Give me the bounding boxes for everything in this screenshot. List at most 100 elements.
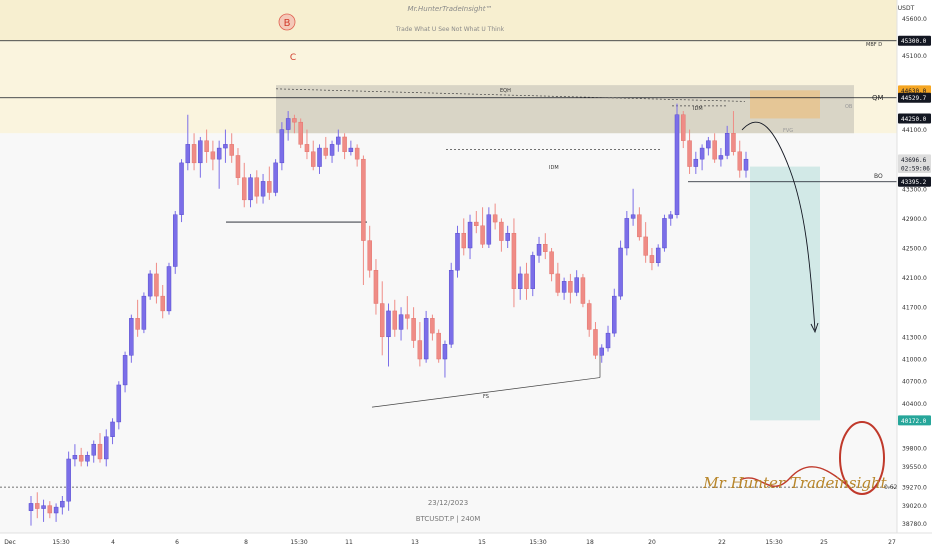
time-tick-label: Dec (4, 539, 16, 546)
candle (743, 158, 749, 171)
candle (166, 266, 172, 312)
time-tick-label: 27 (888, 539, 896, 546)
time-tick-label: 15:30 (52, 539, 69, 546)
time-tick-label: 22 (718, 539, 726, 546)
price-tick-label: 40400.0 (902, 401, 927, 408)
time-tick-label: 15:30 (290, 539, 307, 546)
idm-top-label: IDM (693, 106, 703, 112)
candle (204, 140, 209, 152)
candle (104, 436, 109, 460)
candle (561, 281, 567, 293)
candle (430, 318, 435, 334)
price-tick-label: 42900.0 (902, 216, 927, 223)
order-block-zone (750, 90, 820, 119)
candle (474, 221, 479, 226)
wave-b-label: B (284, 18, 291, 29)
candle (605, 332, 611, 349)
candle (179, 162, 184, 215)
candle (210, 151, 216, 160)
candle (129, 318, 134, 356)
price-tag-label: 44529.7 (901, 95, 927, 102)
candle (28, 503, 34, 511)
candle (436, 332, 441, 360)
candle (260, 181, 266, 197)
candle (586, 303, 592, 330)
candle (229, 144, 234, 156)
candle (524, 273, 529, 289)
price-tick-label: 42100.0 (902, 275, 927, 282)
candle (392, 310, 398, 330)
price-tag-label: 43696.6 (901, 157, 927, 164)
price-tick-label: 41000.0 (902, 357, 927, 364)
candle (348, 147, 354, 152)
candle (486, 214, 492, 245)
candle (235, 155, 241, 178)
candle (574, 277, 579, 293)
candle (731, 133, 736, 152)
candle (536, 244, 542, 256)
candle (637, 214, 642, 238)
candle (147, 273, 153, 297)
candle (448, 270, 454, 345)
candle (674, 114, 680, 215)
price-tag-box (898, 92, 931, 103)
fs-label: FS (483, 394, 489, 400)
candle (310, 151, 316, 167)
candle (323, 147, 329, 156)
wave-b-circle (278, 13, 296, 31)
candle (555, 273, 561, 293)
candle (248, 177, 253, 201)
idm-mid-label: IDM (549, 165, 559, 171)
time-tick-label: 4 (111, 539, 115, 546)
candle (116, 384, 122, 423)
price-tick-label: 40700.0 (902, 379, 927, 386)
footer-symbol: BTCUSDT.P | 240M (416, 515, 481, 523)
price-tag-label: 45300.0 (901, 38, 927, 45)
candle (135, 318, 140, 330)
wave-c-label: C (290, 53, 296, 63)
watermark-tagline: Trade What U See Not What U Think (395, 26, 505, 33)
discount-shade (0, 133, 897, 533)
signature-logo: Mr Hunter Tradeinsight (702, 421, 888, 495)
price-tag-label: 02:59:06 (901, 166, 930, 173)
candle (398, 314, 404, 330)
candle (97, 443, 103, 460)
mbf-label: MBF D (866, 42, 882, 48)
time-axis[interactable]: Dec 15:30 4 6 8 15:30 11 13 15 15:30 18 20 22 15:30 25… (0, 532, 932, 550)
lines-layer (0, 40, 897, 488)
candle (122, 355, 128, 386)
candle (568, 281, 573, 293)
candle (185, 144, 191, 164)
candle (160, 295, 165, 312)
signature-text: Mr Hunter Tradeinsight (702, 474, 887, 492)
time-tick-label: 11 (345, 539, 353, 546)
premium-zone-top (0, 0, 897, 41)
candle (361, 158, 366, 241)
time-axis-bg (0, 533, 932, 550)
candle (624, 218, 630, 249)
candle (480, 225, 485, 245)
candle (467, 221, 473, 249)
candle (336, 136, 341, 145)
price-tick-label: 38780.0 (902, 521, 927, 528)
candle (618, 247, 623, 297)
candle (242, 177, 247, 201)
candle (254, 177, 260, 197)
price-tick-label: 44100.0 (902, 127, 927, 134)
candle (285, 118, 291, 130)
candle (386, 310, 391, 338)
candle (712, 140, 717, 160)
price-axis[interactable]: 45600.0 45100.0 44100.0 43300.0 42900.0 42500… (896, 0, 932, 550)
price-tag-box (898, 113, 931, 124)
candle (354, 147, 360, 160)
bo-label: BO (874, 173, 883, 180)
price-tag-box (898, 415, 931, 426)
candle (367, 240, 372, 271)
fvg-label: FVG (783, 128, 793, 134)
candle (66, 458, 71, 502)
ob-label: OB (845, 104, 853, 110)
candle (699, 147, 705, 160)
